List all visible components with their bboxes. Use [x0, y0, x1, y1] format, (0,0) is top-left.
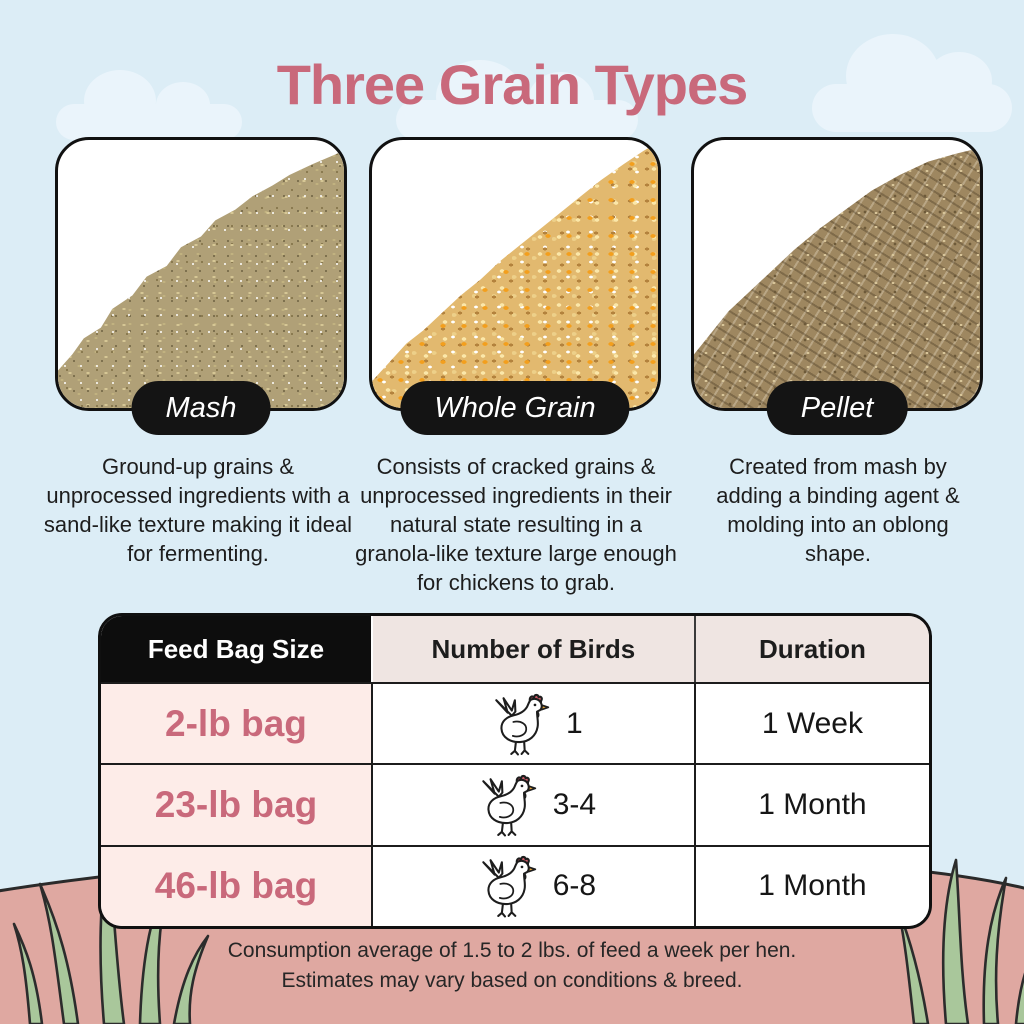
hen-icon [481, 774, 536, 837]
duration-cell: 1 Month [693, 763, 929, 845]
page-title: Three Grain Types [276, 53, 749, 116]
pellet-photo [694, 140, 980, 408]
whole-grain-photo [372, 140, 658, 408]
birds-cell: 3-4 [370, 763, 694, 845]
duration-cell: 1 Month [693, 844, 929, 926]
mash-photo [58, 140, 344, 408]
feed-bag-table: Feed Bag Size Number of Birds Duration 2… [98, 613, 932, 929]
birds-count: 1 [566, 706, 583, 740]
grain-description-whole-grain: Consists of cracked grains & unprocessed… [355, 454, 677, 596]
cloud-icon [56, 70, 242, 140]
birds-cell: 6-8 [370, 844, 694, 926]
grain-card-mash: Mash [55, 137, 347, 435]
birds-count: 6-8 [552, 869, 597, 903]
column-header-number-of-birds: Number of Birds [370, 616, 694, 682]
bag-size-cell: 46-lb bag [101, 844, 371, 926]
bag-size-cell: 2-lb bag [101, 682, 371, 764]
footnote-line-2: Estimates may vary based on conditions &… [281, 969, 743, 993]
cloud-icon [812, 34, 1012, 132]
grain-card-pellet: Pellet [691, 137, 983, 435]
bag-size-cell: 23-lb bag [101, 763, 371, 845]
column-header-feed-bag-size: Feed Bag Size [101, 616, 371, 682]
grain-description-mash: Ground-up grains & unprocessed ingredien… [43, 454, 353, 567]
consumption-footnote: Consumption average of 1.5 to 2 lbs. of … [0, 936, 1024, 997]
footnote-line-1: Consumption average of 1.5 to 2 lbs. of … [227, 939, 797, 962]
column-header-duration: Duration [693, 616, 929, 682]
grain-description-pellet: Created from mash by adding a binding ag… [716, 454, 960, 567]
grain-label-pill: Pellet [766, 381, 908, 435]
hen-icon [495, 693, 550, 756]
grain-label-pill: Mash [131, 381, 271, 435]
cloud-icon [396, 60, 638, 140]
hen-icon [481, 856, 536, 918]
birds-count: 3-4 [552, 787, 597, 821]
grain-card-whole-grain: Whole Grain [369, 137, 661, 435]
birds-cell: 1 [370, 682, 694, 764]
grain-label-pill: Whole Grain [400, 381, 630, 435]
duration-cell: 1 Week [693, 682, 929, 764]
